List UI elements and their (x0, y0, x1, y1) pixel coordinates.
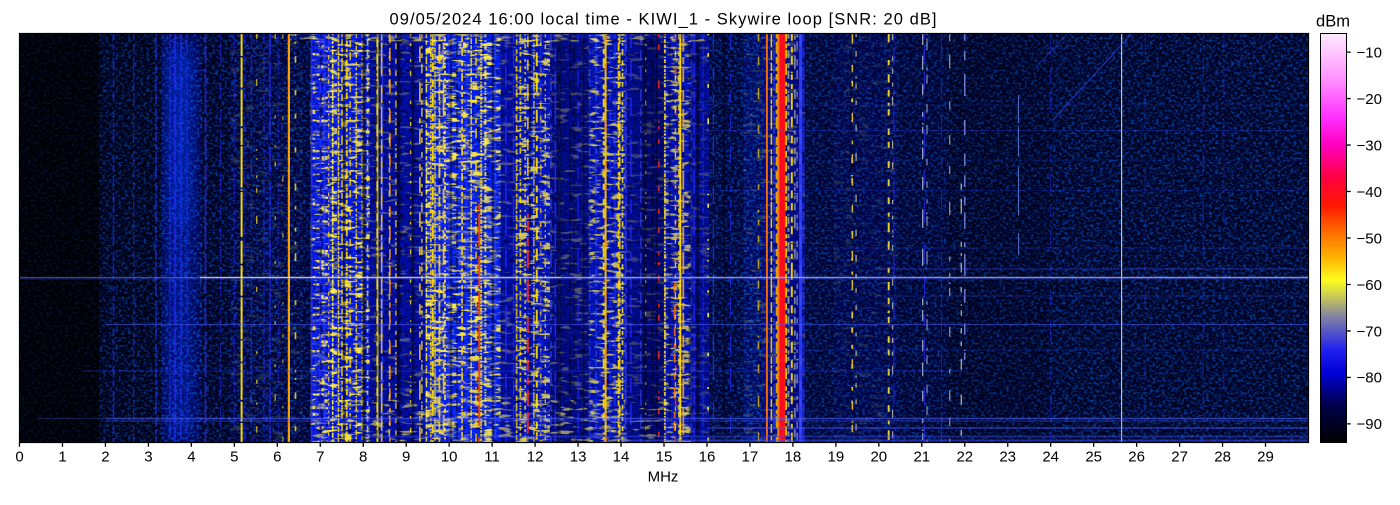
svg-text:−60: −60 (1357, 277, 1382, 294)
svg-text:−20: −20 (1357, 91, 1382, 108)
svg-text:15: 15 (656, 449, 673, 466)
svg-text:26: 26 (1128, 449, 1145, 466)
svg-text:4: 4 (187, 449, 195, 466)
svg-text:−30: −30 (1357, 137, 1382, 154)
svg-text:18: 18 (785, 449, 802, 466)
svg-text:29: 29 (1257, 449, 1274, 466)
svg-text:7: 7 (316, 449, 324, 466)
svg-text:−90: −90 (1357, 416, 1382, 433)
svg-text:9: 9 (402, 449, 410, 466)
svg-text:8: 8 (359, 449, 367, 466)
svg-text:22: 22 (956, 449, 973, 466)
svg-text:13: 13 (570, 449, 587, 466)
svg-text:25: 25 (1085, 449, 1102, 466)
svg-text:17: 17 (742, 449, 759, 466)
svg-text:−70: −70 (1357, 323, 1382, 340)
svg-text:−40: −40 (1357, 184, 1382, 201)
svg-text:14: 14 (613, 449, 630, 466)
svg-text:0: 0 (15, 449, 23, 466)
svg-text:2: 2 (101, 449, 109, 466)
svg-text:16: 16 (699, 449, 716, 466)
svg-text:21: 21 (913, 449, 930, 466)
svg-text:19: 19 (828, 449, 845, 466)
svg-text:09/05/2024 16:00 local time -: 09/05/2024 16:00 local time - KIWI_1 - S… (390, 10, 937, 28)
svg-text:5: 5 (230, 449, 238, 466)
svg-text:11: 11 (484, 449, 500, 466)
svg-text:1: 1 (58, 449, 66, 466)
svg-text:23: 23 (999, 449, 1016, 466)
svg-text:3: 3 (144, 449, 152, 466)
svg-text:−80: −80 (1357, 370, 1382, 387)
svg-text:−50: −50 (1357, 230, 1382, 247)
svg-text:MHz: MHz (648, 469, 679, 486)
svg-text:6: 6 (273, 449, 281, 466)
svg-text:20: 20 (870, 449, 887, 466)
svg-text:12: 12 (527, 449, 544, 466)
svg-text:dBm: dBm (1316, 13, 1350, 31)
svg-text:24: 24 (1042, 449, 1059, 466)
svg-text:−10: −10 (1357, 44, 1382, 61)
svg-text:28: 28 (1214, 449, 1231, 466)
svg-text:10: 10 (441, 449, 458, 466)
svg-text:27: 27 (1171, 449, 1188, 466)
